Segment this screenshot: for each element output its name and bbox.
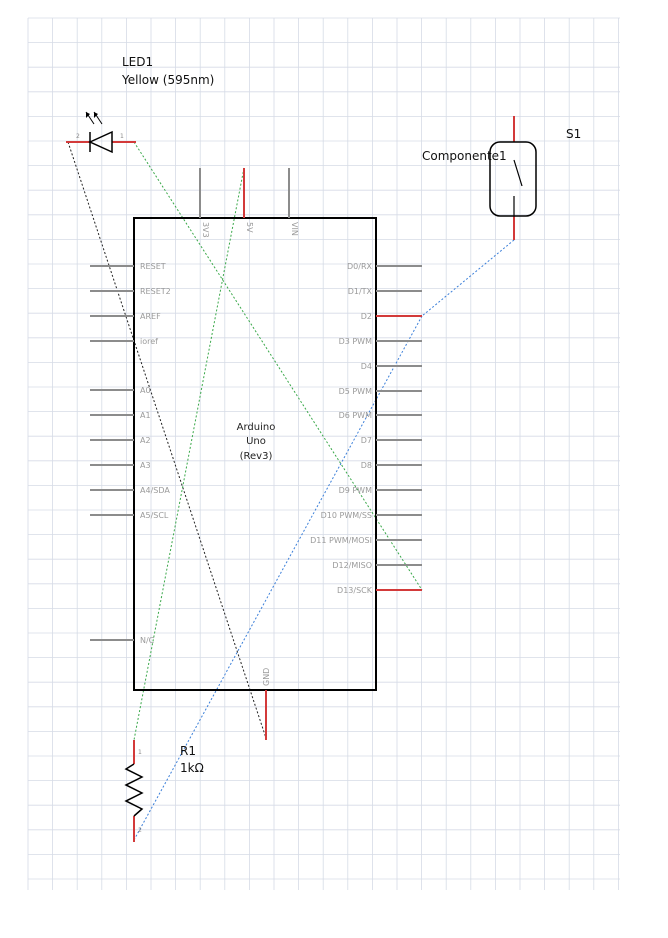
pin-label-gnd: GND [262, 668, 271, 686]
arduino-name-line2: Uno [246, 436, 266, 447]
pin-label-d9: D9 PWM [339, 486, 373, 495]
led-light-arrowhead-2 [94, 112, 98, 118]
led-pin1-label: 1 [120, 133, 124, 140]
resistor-r1[interactable]: R1 1kΩ 1 2 [124, 740, 204, 842]
grid [27, 17, 620, 890]
resistor-name: R1 [180, 744, 196, 758]
wire-d2-to-r1[interactable] [133, 315, 423, 841]
pin-label-d6: D6 PWM [339, 411, 373, 420]
pin-label-a3: A3 [140, 461, 151, 470]
pin-label-d13-sck: D13/SCK [337, 586, 373, 595]
switch-name: S1 [566, 127, 581, 141]
pin-label-a1: A1 [140, 411, 151, 420]
pin-label-vin: VIN [290, 222, 299, 236]
arduino-name-line1: Arduino [237, 422, 276, 433]
pin-label-reset2: RESET2 [140, 287, 171, 296]
pin-label-d3: D3 PWM [339, 337, 373, 346]
led-description: Yellow (595nm) [121, 73, 214, 87]
arduino-name-line3: (Rev3) [240, 451, 273, 462]
wire-led-pin1-to-d13[interactable] [133, 141, 423, 591]
arduino-uno[interactable]: Arduino Uno (Rev3) 3V3 5V VIN RESET RESE… [90, 168, 422, 740]
wires [67, 141, 515, 841]
pin-label-a5-scl: A5/SCL [140, 511, 169, 520]
resistor-pin1-label: 1 [138, 749, 142, 756]
pin-label-d11: D11 PWM/MOSI [310, 536, 372, 545]
wire-switch-to-d2[interactable] [421, 239, 515, 317]
wire-led-pin2-to-gnd[interactable] [67, 141, 267, 739]
pin-label-d4: D4 [361, 362, 372, 371]
led-name: LED1 [122, 55, 153, 69]
pin-label-ioref: ioref [140, 337, 158, 346]
pin-label-aref: AREF [140, 312, 161, 321]
switch-s1[interactable]: S1 Componente1 [422, 116, 581, 240]
pin-label-5v: 5V [245, 222, 254, 233]
pin-label-d10: D10 PWM/SS [321, 511, 372, 520]
switch-body[interactable] [489, 141, 537, 217]
pin-label-reset: RESET [140, 262, 166, 271]
wire-5v-to-r1[interactable] [133, 167, 245, 741]
arduino-body[interactable] [133, 217, 377, 691]
switch-label: Componente1 [422, 149, 507, 163]
resistor-value: 1kΩ [180, 761, 204, 775]
pin-label-d0-rx: D0/RX [347, 262, 373, 271]
pin-label-d8: D8 [361, 461, 372, 470]
resistor-pin2-label: 2 [138, 827, 142, 834]
resistor-zigzag [124, 763, 144, 817]
pin-label-d5: D5 PWM [339, 387, 373, 396]
led-light-arrowhead-1 [86, 112, 90, 118]
pin-label-d7: D7 [361, 436, 372, 445]
pin-label-3v3: 3V3 [201, 222, 210, 238]
pin-label-nc: N/C [140, 636, 155, 645]
pin-label-a0: A0 [140, 386, 151, 395]
led-diode-symbol [88, 130, 113, 154]
led-pin2-label: 2 [76, 133, 80, 140]
led1[interactable]: LED1 Yellow (595nm) 2 1 [66, 55, 214, 154]
switch-lever [513, 159, 523, 187]
pin-label-d12: D12/MISO [332, 561, 372, 570]
pin-label-a2: A2 [140, 436, 151, 445]
pin-label-a4-sda: A4/SDA [140, 486, 170, 495]
pin-label-d1-tx: D1/TX [348, 287, 373, 296]
pin-label-d2: D2 [361, 312, 372, 321]
